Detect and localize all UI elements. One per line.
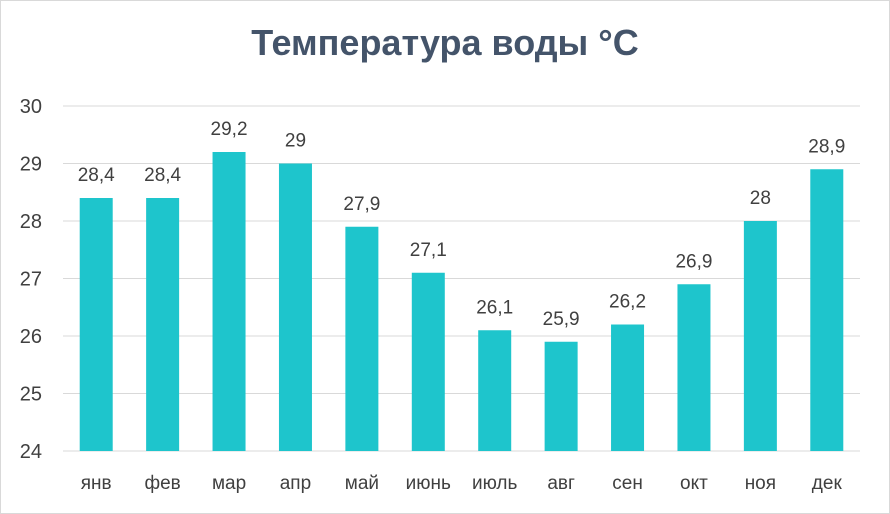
y-tick-label: 28 <box>20 211 42 233</box>
bar <box>345 226 379 451</box>
category-label: май <box>345 473 379 494</box>
y-axis-ticks: 24 25 26 27 28 29 30 <box>20 96 42 463</box>
data-labels: 28,4 28,4 29,2 29 27,9 27,1 26,1 25,9 26,2 26,9 28… <box>78 119 846 330</box>
bar <box>677 284 711 451</box>
category-label: июнь <box>406 473 451 494</box>
category-label: дек <box>812 473 843 494</box>
bars <box>79 152 844 451</box>
data-label: 25,9 <box>543 309 580 330</box>
y-tick-label: 25 <box>20 384 42 406</box>
y-tick-label: 30 <box>20 96 42 118</box>
bar <box>146 198 180 451</box>
y-tick-label: 24 <box>20 441 42 463</box>
category-label: апр <box>280 473 311 494</box>
bar <box>411 272 445 451</box>
data-label: 29,2 <box>211 119 248 140</box>
bar <box>743 221 777 451</box>
category-label: ноя <box>745 473 776 494</box>
category-label: окт <box>680 473 708 494</box>
category-label: июль <box>472 473 518 494</box>
y-tick-label: 27 <box>20 269 42 291</box>
category-label: авг <box>547 473 575 494</box>
gridlines <box>63 105 860 452</box>
category-label: мар <box>212 473 246 494</box>
bar <box>79 198 113 451</box>
data-label: 26,2 <box>609 292 646 313</box>
data-label: 28,4 <box>144 165 181 186</box>
data-label: 27,1 <box>410 240 447 261</box>
bar <box>478 330 512 451</box>
bar <box>212 152 246 451</box>
bar <box>611 324 645 451</box>
chart-title: Температура воды °C <box>251 22 639 63</box>
data-label: 26,1 <box>476 297 513 318</box>
data-label: 27,9 <box>343 194 380 215</box>
bar <box>278 163 312 451</box>
data-label: 26,9 <box>675 251 712 272</box>
y-tick-label: 26 <box>20 326 42 348</box>
data-label: 29 <box>285 131 306 152</box>
data-label: 28,9 <box>808 136 845 157</box>
category-label: сен <box>612 473 643 494</box>
category-label: фев <box>144 473 180 494</box>
bar <box>810 169 844 451</box>
category-labels: янв фев мар апр май июнь июль авг сен окт ноя дек <box>81 473 843 494</box>
category-label: янв <box>81 473 112 494</box>
y-tick-label: 29 <box>20 154 42 176</box>
data-label: 28,4 <box>78 165 115 186</box>
bar <box>544 341 578 451</box>
data-label: 28 <box>750 188 771 209</box>
